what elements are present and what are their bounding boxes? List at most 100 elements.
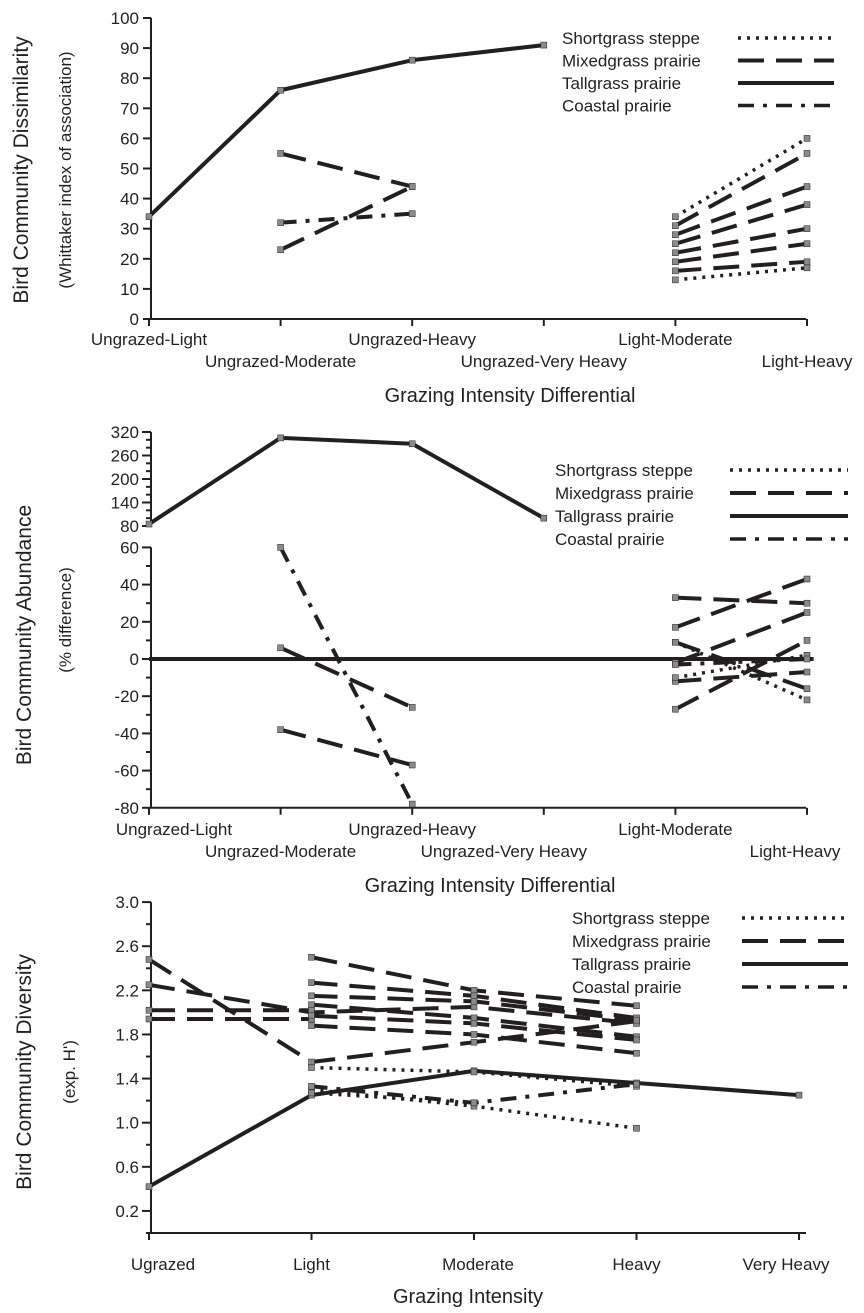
series-line	[674, 640, 808, 702]
series-line	[675, 670, 808, 684]
y-tick-label: 80	[120, 69, 139, 88]
y-tick-label: 0	[130, 650, 139, 669]
y-tick-label: -40	[114, 724, 139, 743]
data-point	[795, 1091, 803, 1099]
data-point	[145, 213, 153, 220]
x-tick-label: Light-Heavy	[750, 842, 841, 861]
data-point	[308, 1058, 315, 1066]
y-tick-label: 1.4	[115, 1070, 139, 1089]
series-group	[145, 434, 548, 528]
panel-abundance: 80 140 200 260 320 -80 -60 -40 -20 0 20 40 60 Ungraze…	[13, 423, 848, 897]
y-tick-label: 50	[120, 160, 139, 179]
y-tick-label: 1.0	[115, 1114, 139, 1133]
data-point	[633, 1124, 640, 1132]
y-tick-label: 10	[120, 280, 139, 299]
data-point	[308, 1064, 315, 1071]
series-line	[675, 259, 808, 273]
data-point	[408, 704, 416, 711]
data-point	[672, 661, 679, 668]
data-point	[803, 575, 811, 583]
data-point	[633, 1016, 640, 1024]
data-point	[672, 705, 679, 713]
data-point	[408, 800, 416, 808]
data-point	[308, 1001, 315, 1008]
legend-label: Coastal prairie	[555, 530, 665, 549]
data-point	[277, 544, 284, 551]
y-axis-subtitle: (% difference)	[56, 567, 75, 673]
legend-label: Mixedgrass prairie	[555, 484, 694, 503]
x-tick-label: Very Heavy	[743, 1255, 830, 1274]
series-line	[311, 1091, 475, 1105]
series-line	[279, 184, 414, 252]
y-tick-label: 2.6	[115, 937, 139, 956]
series-line	[674, 610, 808, 665]
data-point	[803, 264, 811, 272]
series-line	[147, 43, 545, 219]
x-axis-title: Grazing Intensity Differential	[385, 385, 636, 407]
series-line	[674, 184, 808, 237]
data-point	[470, 1014, 478, 1022]
x-tick-label: Ungrazed-Light	[91, 330, 208, 349]
x-tick-label: Light-Moderate	[618, 330, 732, 349]
x-axis-title: Grazing Intensity Differential	[365, 875, 616, 897]
data-point	[672, 249, 679, 257]
y-tick-label: 60	[120, 538, 139, 557]
series-line	[674, 202, 808, 246]
data-point	[803, 696, 811, 704]
data-point	[470, 998, 478, 1005]
data-point	[308, 1012, 315, 1019]
y-tick-label: 0.6	[115, 1158, 139, 1177]
data-point	[470, 1003, 478, 1011]
data-point	[470, 987, 478, 994]
panel-diversity: 0.2 0.6 1.0 1.4 1.8 2.2 2.6 3.0 Ugrazed Light Mode…	[13, 893, 848, 1308]
y-tick-label: 3.0	[115, 893, 139, 912]
data-point	[633, 1002, 640, 1010]
x-tick-label: Light	[293, 1255, 330, 1274]
x-tick-label: Ungrazed-Heavy	[348, 330, 476, 349]
series-line	[280, 151, 413, 189]
data-point	[672, 594, 679, 601]
series-group	[145, 41, 811, 284]
data-point	[308, 1022, 315, 1029]
data-point	[470, 1038, 478, 1046]
legend-label: Coastal prairie	[572, 978, 682, 997]
legend-label: Tallgrass prairie	[555, 507, 674, 526]
x-tick-label: Light-Moderate	[618, 820, 732, 839]
series-line	[674, 151, 808, 228]
y-tick-label: 60	[120, 129, 139, 148]
data-point	[633, 1049, 640, 1057]
series-line	[674, 136, 808, 219]
data-point	[470, 1068, 478, 1076]
data-point	[672, 624, 679, 631]
x-tick-label: Ungrazed-Very Heavy	[421, 842, 588, 861]
series-line	[280, 211, 413, 225]
series-line	[278, 546, 414, 805]
legend-label: Tallgrass prairie	[572, 955, 691, 974]
data-point	[277, 434, 284, 442]
data-point	[540, 514, 548, 522]
data-point	[308, 1083, 315, 1090]
data-point	[803, 609, 811, 616]
series-line	[279, 646, 414, 710]
y-tick-label-upper: 140	[111, 494, 139, 513]
data-point	[803, 637, 811, 644]
series-line	[675, 657, 808, 667]
y-axis-title: Bird Community Abundance	[13, 505, 36, 765]
data-point	[803, 150, 811, 157]
data-point	[672, 267, 679, 275]
y-tick-label: -20	[114, 687, 139, 706]
data-point	[277, 644, 284, 652]
data-point	[672, 213, 679, 220]
data-point	[408, 56, 416, 64]
series-line	[674, 638, 808, 711]
data-point	[672, 276, 679, 284]
data-point	[145, 956, 153, 963]
legend-label: Mixedgrass prairie	[572, 932, 711, 951]
x-tick-label: Ungrazed-Moderate	[205, 842, 356, 861]
data-point	[277, 246, 284, 254]
data-point	[308, 992, 315, 1000]
data-point	[277, 726, 284, 733]
data-point	[277, 150, 284, 157]
data-point	[145, 1006, 153, 1014]
